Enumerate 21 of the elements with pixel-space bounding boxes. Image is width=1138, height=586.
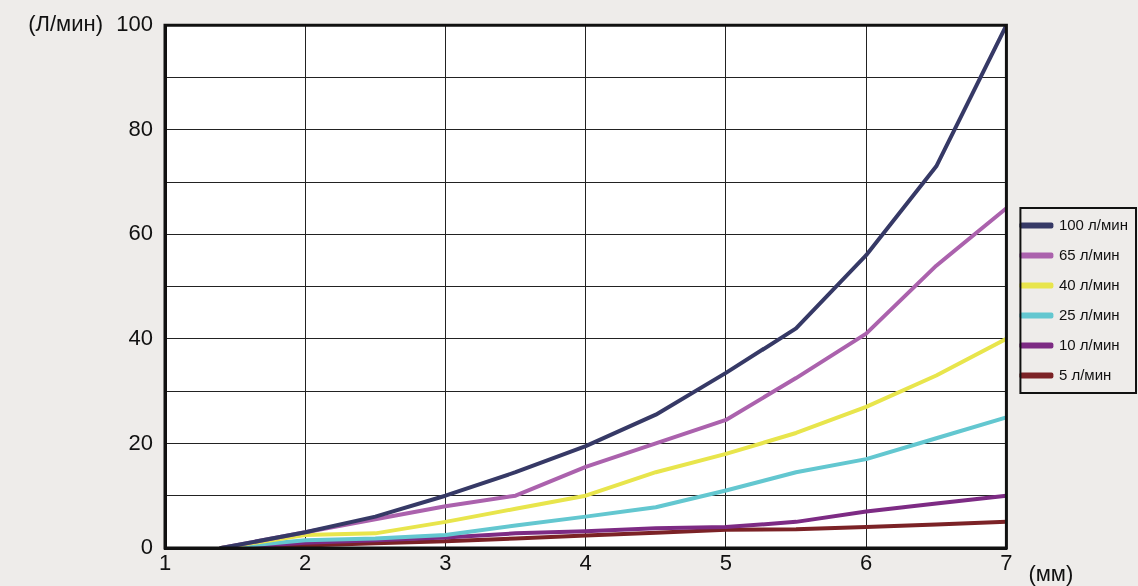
legend-label: 100 л/мин: [1058, 215, 1128, 233]
x-tick-label: 4: [579, 550, 592, 576]
y-axis-title: (Л/мин): [28, 11, 103, 37]
y-tick-label: 40: [128, 324, 153, 350]
x-axis-title: (мм): [1028, 561, 1074, 586]
legend-label: 5 л/мин: [1058, 365, 1112, 383]
x-tick-label: 3: [439, 550, 452, 576]
y-tick-label: 100: [116, 11, 153, 37]
x-tick-label: 6: [860, 550, 873, 576]
y-tick-label: 20: [128, 429, 153, 455]
legend-label: 40 л/мин: [1058, 275, 1120, 293]
legend-label: 10 л/мин: [1058, 335, 1120, 353]
y-tick-label: 80: [128, 115, 153, 141]
legend-label: 25 л/мин: [1058, 305, 1120, 323]
x-tick-label: 7: [1000, 550, 1013, 576]
y-tick-label: 60: [128, 220, 153, 246]
legend-label: 65 л/мин: [1058, 245, 1120, 263]
x-tick-label: 5: [719, 550, 733, 576]
x-tick-label: 1: [158, 550, 172, 576]
x-tick-label: 2: [299, 550, 312, 576]
y-tick-label: 0: [140, 534, 153, 560]
